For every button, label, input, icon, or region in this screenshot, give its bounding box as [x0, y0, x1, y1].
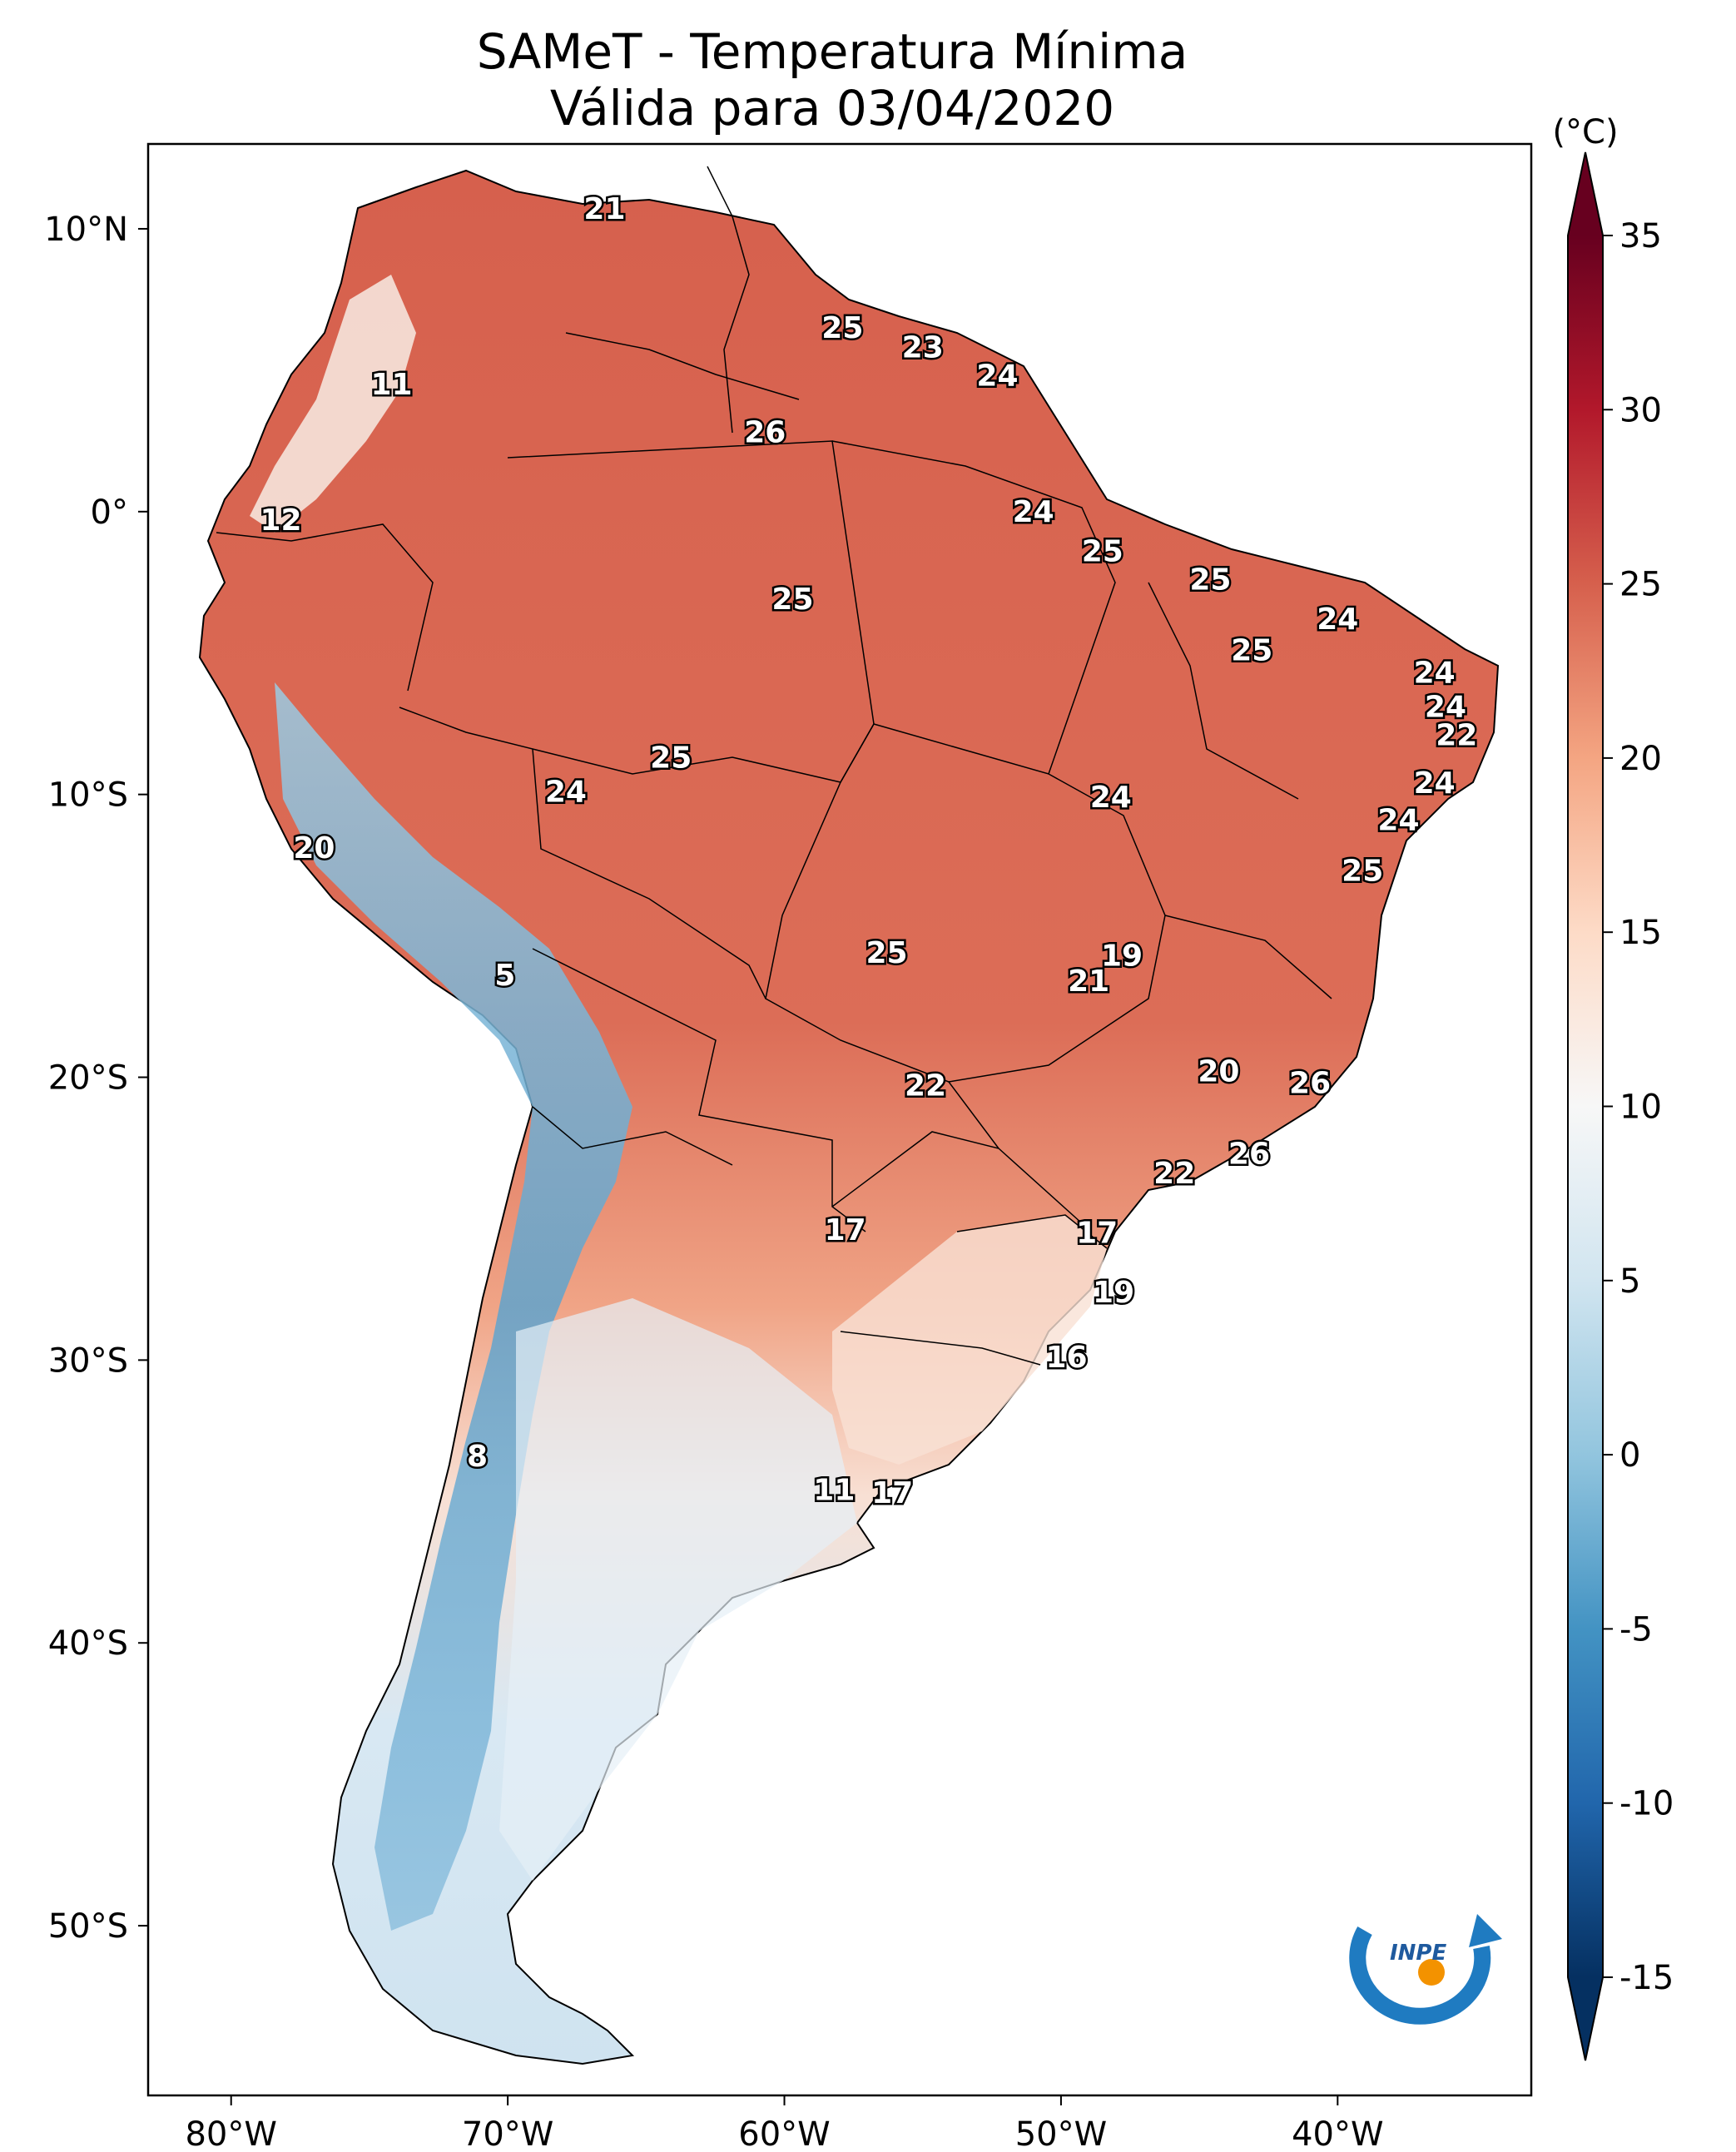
colorbar-tick-label: 0: [1619, 1436, 1640, 1475]
map-title: SAMeT - Temperatura Mínima: [476, 23, 1188, 80]
temperature-value-label: 19: [1093, 1276, 1134, 1310]
temperature-value-label: 24: [1414, 657, 1456, 691]
temperature-value-label: 24: [976, 359, 1018, 394]
lon-tick-label: 40°W: [1292, 2115, 1383, 2152]
colorbar-tick-label: 15: [1619, 914, 1662, 952]
temperature-value-label: 8: [467, 1440, 488, 1474]
temperature-value-label: 24: [1013, 495, 1054, 529]
temperature-value-label: 22: [1153, 1157, 1195, 1191]
longitude-axis: 80°W 70°W 60°W 50°W 40°W: [185, 2095, 1384, 2152]
temperature-value-label: 24: [545, 775, 587, 809]
colorbar-tick-label: -10: [1619, 1785, 1674, 1823]
temperature-value-label: 22: [1436, 718, 1477, 752]
temperature-value-label: 25: [1082, 534, 1123, 568]
temperature-value-label: 25: [821, 311, 863, 345]
temperature-value-label: 16: [1046, 1341, 1088, 1375]
temperature-value-label: 19: [1101, 939, 1143, 973]
lon-tick-label: 70°W: [462, 2115, 553, 2152]
temperature-value-label: 20: [293, 831, 335, 865]
colorbar-tick-label: 20: [1619, 740, 1662, 778]
temperature-value-label: 5: [494, 959, 515, 993]
temperature-value-label: 24: [1414, 766, 1456, 801]
map-subtitle: Válida para 03/04/2020: [549, 80, 1115, 136]
temperature-value-label: 24: [1317, 602, 1358, 637]
lat-tick-label: 10°N: [44, 211, 128, 249]
temperature-value-label: 21: [583, 192, 625, 226]
colorbar-tick-label: 5: [1619, 1262, 1640, 1301]
colombian-andes-cool-area: [250, 275, 416, 533]
colorbar-tick-label: -15: [1619, 1959, 1674, 1997]
lat-tick-label: 50°S: [48, 1907, 128, 1946]
colorbar-min-arrow: [1568, 1977, 1603, 2060]
colorbar-ticks: 35 30 25 20 15 10 5 0 -5 -10 -15: [1603, 217, 1674, 1997]
logo-text: INPE: [1390, 1941, 1446, 1966]
temperature-value-label: 17: [825, 1213, 866, 1247]
colorbar-tick-label: 25: [1619, 566, 1662, 604]
logo-arrow-icon: [1469, 1914, 1502, 1947]
temperature-value-label: 26: [1228, 1137, 1270, 1171]
temperature-value-label: 25: [1189, 563, 1231, 597]
temperature-value-label: 26: [744, 416, 786, 450]
lon-tick-label: 50°W: [1015, 2115, 1107, 2152]
lat-tick-label: 10°S: [48, 776, 128, 815]
temperature-value-label: 24: [1377, 803, 1419, 837]
colorbar: (°C) 35 30 25 20 15 10 5 0 -5 -10 -15: [1552, 113, 1674, 2061]
map-frame: [146, 142, 1533, 2097]
temperature-value-label: 25: [866, 936, 907, 970]
andes-cold-band: [275, 682, 632, 1931]
lat-tick-label: 20°S: [48, 1059, 128, 1098]
lat-tick-label: 40°S: [48, 1624, 128, 1663]
latitude-axis: 10°N 0° 10°S 20°S 30°S 40°S 50°S: [44, 211, 148, 1946]
logo-swoosh: [1349, 1926, 1491, 2025]
temperature-value-label: 20: [1198, 1055, 1239, 1089]
temperature-value-label: 25: [771, 583, 813, 617]
temperature-value-label: 25: [1231, 633, 1272, 667]
logo-orange-dot: [1418, 1959, 1445, 1986]
temperature-value-label: 25: [1342, 854, 1383, 888]
temperature-value-label: 26: [1289, 1066, 1331, 1100]
colorbar-tick-label: 30: [1619, 391, 1662, 429]
temperature-value-label: 24: [1090, 781, 1132, 815]
lat-tick-label: 30°S: [48, 1341, 128, 1380]
temperature-value-label: 11: [813, 1474, 855, 1508]
temperature-value-label: 25: [650, 741, 692, 775]
lon-tick-label: 80°W: [185, 2115, 276, 2152]
temperature-value-label: 17: [1076, 1216, 1118, 1250]
colorbar-tick-label: 10: [1619, 1088, 1662, 1127]
colorbar-gradient: [1568, 236, 1603, 1977]
political-borders: [216, 166, 1332, 1366]
lat-tick-label: 0°: [91, 493, 128, 532]
temperature-value-label: 12: [260, 503, 301, 538]
southern-brazil-cool-area: [832, 1215, 1107, 1465]
southern-cone-cool-area: [499, 1298, 857, 1881]
colorbar-max-arrow: [1568, 152, 1603, 236]
temperature-value-label: 23: [902, 331, 944, 365]
temperature-value-label: 17: [871, 1476, 913, 1510]
inpe-logo: INPE: [1349, 1914, 1502, 2025]
colorbar-tick-label: 35: [1619, 217, 1662, 255]
colorbar-unit: (°C): [1552, 113, 1618, 151]
temperature-value-label: 22: [905, 1069, 946, 1103]
temperature-value-label: 21: [1068, 964, 1109, 999]
temperature-value-label: 11: [370, 368, 412, 402]
lon-tick-label: 60°W: [738, 2115, 830, 2152]
temperature-value-label: 24: [1425, 690, 1466, 724]
colorbar-tick-label: -5: [1619, 1610, 1653, 1649]
